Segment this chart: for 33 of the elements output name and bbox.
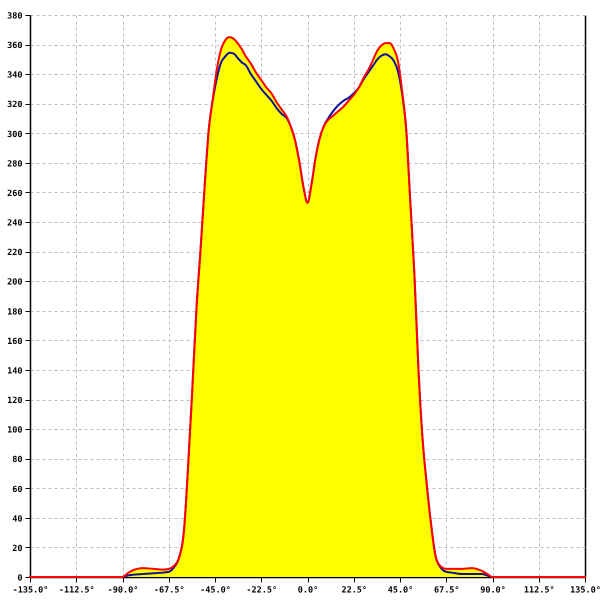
- x-tick-label: -45.0°: [200, 586, 231, 596]
- y-tick-label: 320: [7, 100, 22, 110]
- x-tick-label: -22.5°: [246, 586, 278, 596]
- x-tick-label: 112.5°: [524, 586, 555, 596]
- x-tick-label: -90.0°: [108, 586, 138, 596]
- y-tick-label: 280: [7, 159, 22, 170]
- x-tick-label: -112.5°: [58, 586, 95, 596]
- y-tick-label: 260: [7, 188, 22, 199]
- x-tick-label: -135.0°: [12, 586, 48, 596]
- y-tick-label: 220: [7, 248, 22, 258]
- y-tick-label: 300: [7, 130, 22, 140]
- y-tick-label: 100: [7, 426, 22, 436]
- y-tick-label: 140: [7, 366, 22, 376]
- x-tick-label: 22.5°: [341, 586, 368, 596]
- y-tick-label: 80: [12, 455, 22, 466]
- x-tick-label: -67.5°: [154, 586, 185, 596]
- y-tick-label: 120: [7, 396, 22, 406]
- y-tick-label: 200: [7, 278, 22, 288]
- y-tick-label: 180: [7, 307, 22, 318]
- y-tick-label: 360: [7, 41, 22, 52]
- y-tick-label: 240: [7, 218, 22, 229]
- y-tick-label: 380: [7, 12, 22, 22]
- x-tick-label: 90.0°: [480, 586, 506, 596]
- x-tick-label: 0.0°: [298, 586, 318, 596]
- y-tick-label: 160: [7, 336, 22, 347]
- y-tick-label: 40: [12, 514, 22, 524]
- y-tick-label: 0: [17, 574, 22, 584]
- x-tick-label: 45.0°: [388, 586, 414, 596]
- x-tick-label: 135.0°: [570, 586, 600, 596]
- y-tick-label: 340: [7, 70, 22, 81]
- y-tick-label: 20: [12, 544, 22, 554]
- x-tick-label: 67.5°: [434, 586, 460, 596]
- y-tick-label: 60: [12, 484, 22, 495]
